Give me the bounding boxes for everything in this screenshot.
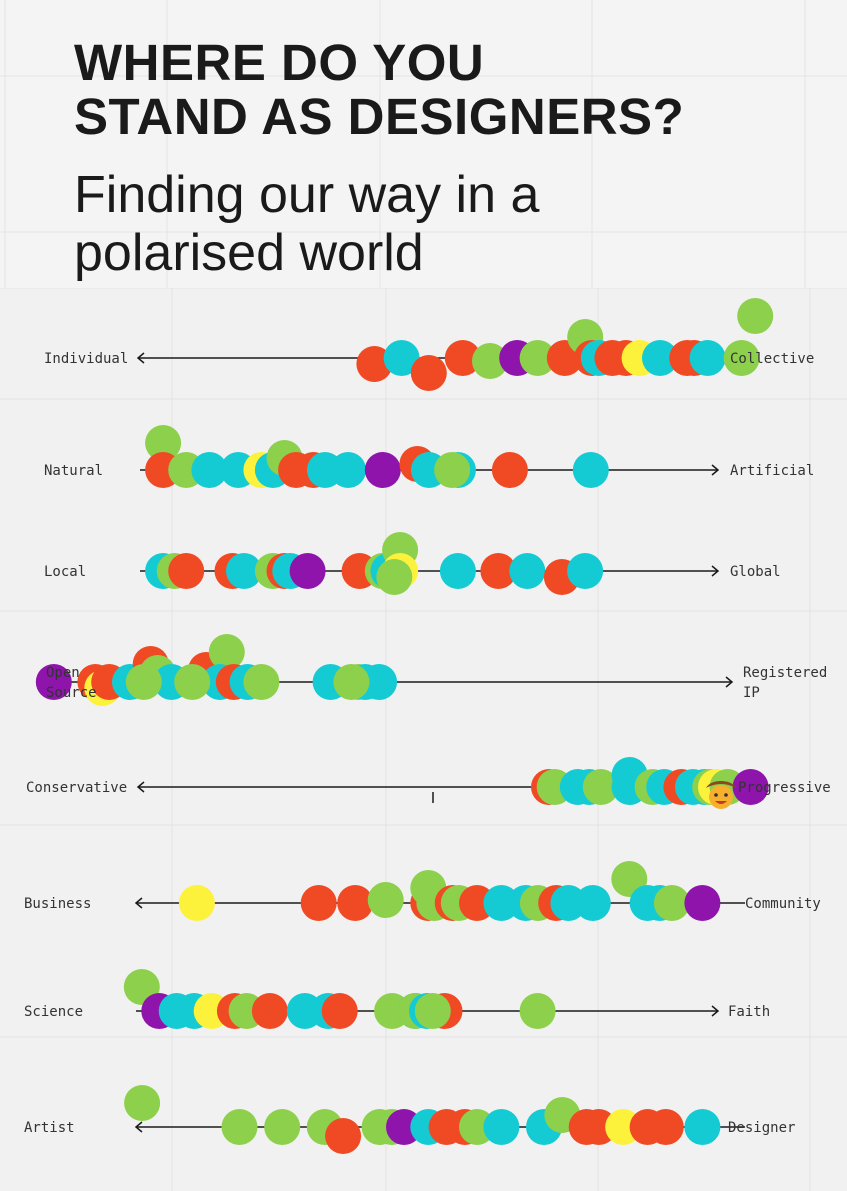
spectrum-row: Artist Designer — [24, 1085, 795, 1154]
left-pole-label: Local — [44, 564, 86, 580]
vote-dot-red — [325, 1118, 362, 1154]
vote-dot-cyan — [642, 340, 678, 376]
cowboy-emoji-icon — [706, 781, 736, 809]
vote-dot-green — [125, 664, 162, 700]
vote-dot-green — [221, 1109, 258, 1145]
vote-dot-cyan — [330, 452, 367, 488]
vote-dot-cyan — [483, 1109, 520, 1145]
left-pole-label: Conservative — [26, 780, 127, 796]
right-pole-label: Designer — [728, 1120, 795, 1136]
right-pole-label: Artificial — [730, 463, 814, 479]
axis-arrow-icon — [725, 676, 734, 688]
vote-dot-purple — [732, 769, 769, 805]
left-pole-label: Open Source — [46, 665, 97, 701]
vote-dot-purple — [364, 452, 401, 488]
right-pole-label: Faith — [728, 1004, 770, 1020]
vote-dot-red — [491, 452, 528, 488]
vote-dot-red — [251, 993, 288, 1029]
vote-dot-red — [168, 553, 205, 589]
vote-dot-purple — [35, 664, 72, 700]
axis-arrow-icon — [134, 1121, 143, 1133]
vote-dot-green — [264, 1109, 301, 1145]
vote-dot-red — [647, 1109, 684, 1145]
spectrum-row: Individual Collective — [44, 298, 814, 391]
page-title: WHERE DO YOU STAND AS DESIGNERS? — [74, 36, 684, 144]
vote-dot-red — [356, 346, 393, 382]
vote-dot-red — [410, 355, 447, 391]
vote-dot-green — [519, 993, 556, 1029]
vote-dot-green — [723, 340, 760, 376]
subtitle-line-2: polarised world — [74, 224, 424, 282]
left-pole-label: Natural — [44, 463, 103, 479]
axis-arrow-icon — [134, 897, 143, 909]
vote-dot-green — [243, 664, 280, 700]
right-pole-label: Progressive — [738, 780, 831, 796]
vote-dot-cyan — [684, 1109, 721, 1145]
spectrum-row: Natural Artificial — [44, 425, 814, 488]
title-line-2: STAND AS DESIGNERS? — [74, 88, 685, 145]
vote-dot-green — [376, 559, 413, 595]
vote-dot-green — [124, 1085, 161, 1121]
vote-dot-cyan — [226, 553, 262, 589]
right-pole-label: Community — [745, 896, 821, 912]
header-panel — [0, 0, 847, 288]
vote-dot-red — [321, 993, 358, 1029]
spectrum-row: Business Community — [24, 861, 821, 921]
vote-dot-green — [434, 452, 471, 488]
vote-dot-green — [414, 993, 451, 1029]
vote-dot-red — [337, 885, 374, 921]
spectrum-row: Open Source Registered IP — [35, 634, 827, 706]
spectrum-row: Local Global — [44, 532, 781, 595]
axis-arrow-icon — [136, 781, 145, 793]
axis-arrow-icon — [136, 352, 145, 364]
vote-dot-cyan — [574, 885, 611, 921]
vote-dot-red — [480, 553, 517, 589]
right-pole-label: Global — [730, 564, 781, 580]
axis-arrow-icon — [711, 464, 720, 476]
left-pole-label: Science — [24, 1004, 83, 1020]
title-line-1: WHERE DO YOU — [74, 34, 485, 91]
vote-dot-cyan — [689, 340, 726, 376]
vote-dot-green — [653, 885, 690, 921]
vote-dot-cyan — [361, 664, 398, 700]
axis-arrow-icon — [711, 1005, 720, 1017]
vote-dot-red — [444, 340, 481, 376]
vote-dot-green — [208, 634, 245, 670]
left-pole-label: Artist — [24, 1120, 75, 1136]
left-pole-label: Individual — [44, 351, 128, 367]
vote-dot-cyan — [509, 553, 546, 589]
right-pole-label: Collective — [730, 351, 814, 367]
vote-dot-cyan — [572, 452, 609, 488]
spectrum-row: Science Faith — [24, 969, 770, 1029]
subtitle-line-1: Finding our way in a — [74, 166, 540, 224]
vote-dot-green — [737, 298, 774, 334]
vote-dot-cyan — [567, 553, 604, 589]
vote-dot-green — [333, 664, 370, 700]
vote-dot-green — [519, 340, 556, 376]
page-subtitle: Finding our way in a polarised world — [74, 166, 539, 282]
right-pole-label: Registered IP — [743, 665, 827, 701]
left-pole-label: Business — [24, 896, 91, 912]
vote-dot-purple — [289, 553, 326, 589]
vote-dot-cyan — [383, 340, 420, 376]
vote-dot-yellow — [178, 885, 215, 921]
vote-dot-green — [145, 425, 182, 461]
axis-arrow-icon — [711, 565, 720, 577]
vote-dot-green — [367, 882, 404, 918]
vote-dot-purple — [684, 885, 721, 921]
vote-dot-green — [174, 664, 211, 700]
vote-dot-cyan — [439, 553, 476, 589]
vote-dot-red — [300, 885, 337, 921]
vote-dot-green — [472, 343, 508, 379]
vote-dot-cyan — [191, 452, 228, 488]
vote-dot-green — [582, 769, 619, 805]
